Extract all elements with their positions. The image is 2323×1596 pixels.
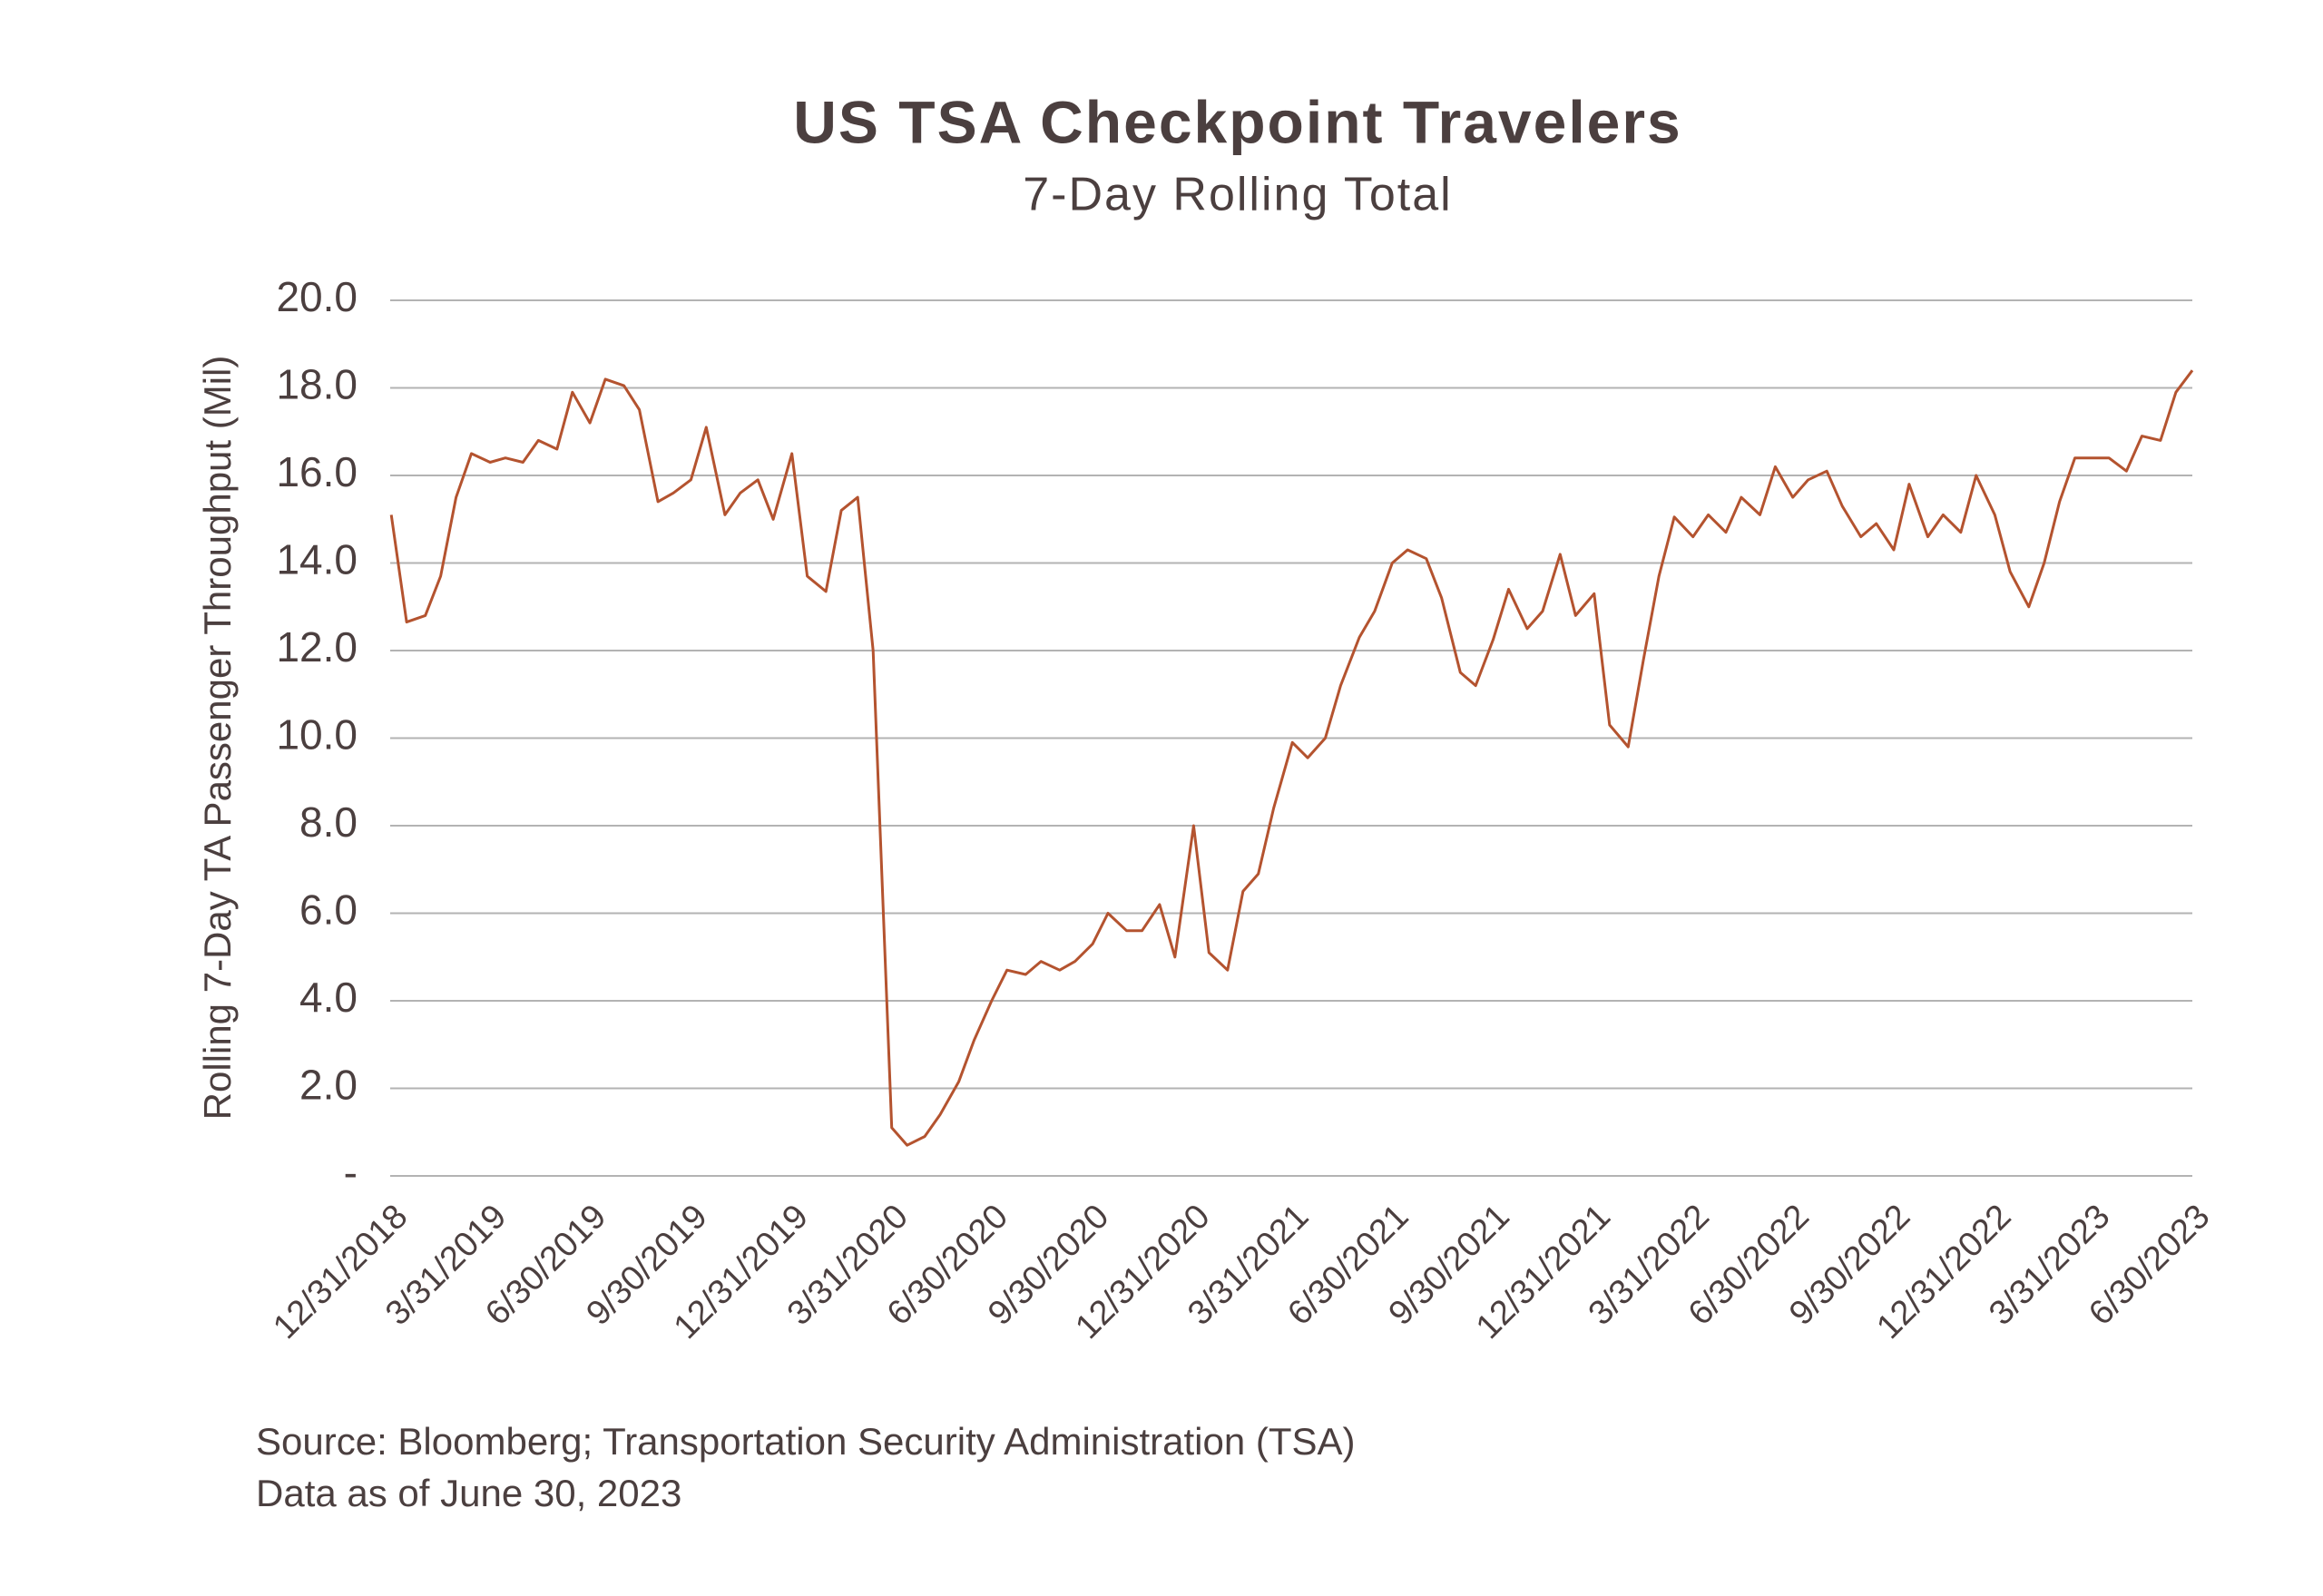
y-axis-label: Rolling 7-Day TA Passenger Throughput (M… <box>196 356 239 1121</box>
data-line <box>389 369 2194 1147</box>
y-tick-label: 6.0 <box>299 886 358 934</box>
y-tick-label: - <box>344 1149 358 1196</box>
source-note: Source: Bloomberg; Transportation Securi… <box>256 1420 1356 1463</box>
x-tick-label: 12/31/2018 <box>266 1198 415 1346</box>
y-tick-label: 2.0 <box>299 1062 358 1109</box>
chart-title: US TSA Checkpoint Travelers <box>793 88 1682 155</box>
y-tick-label: 20.0 <box>276 273 358 320</box>
y-tick-label: 16.0 <box>276 448 358 495</box>
y-tick-label: 8.0 <box>299 798 358 846</box>
y-tick-label: 18.0 <box>276 361 358 408</box>
y-tick-label: 12.0 <box>276 623 358 671</box>
y-tick-label: 14.0 <box>276 536 358 583</box>
data-date-note: Data as of June 30, 2023 <box>256 1472 681 1514</box>
chart-subtitle: 7-Day Rolling Total <box>1023 169 1452 221</box>
y-tick-label: 4.0 <box>299 974 358 1021</box>
y-tick-label: 10.0 <box>276 711 358 759</box>
